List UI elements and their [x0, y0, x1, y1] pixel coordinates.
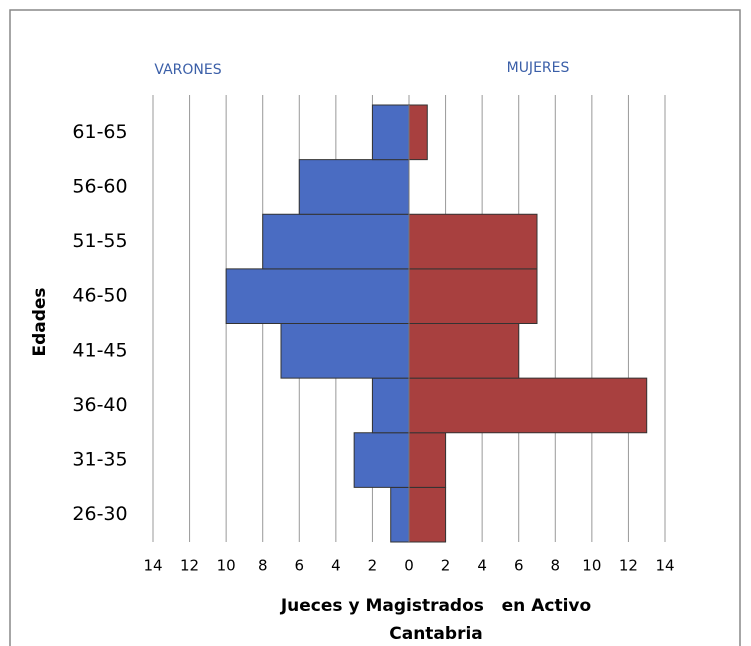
bar [371, 104, 410, 161]
y-axis-title: Edades [30, 287, 50, 356]
x-tick-label: 2 [368, 557, 378, 575]
x-tick-label: 8 [258, 557, 268, 575]
bar [280, 323, 410, 379]
x-tick-label: 4 [331, 557, 341, 575]
y-tick-label: 56-60 [72, 175, 127, 197]
x-tick-label: 6 [295, 557, 305, 575]
bar [408, 432, 447, 488]
x-tick-label: 12 [619, 557, 638, 575]
x-tick-label: 0 [404, 557, 414, 575]
bar [298, 159, 410, 215]
bar [408, 486, 447, 543]
x-tick-label: 10 [582, 557, 601, 575]
x-tick-label: 6 [514, 557, 524, 575]
bar [408, 104, 428, 161]
series-label: MUJERES [507, 60, 570, 76]
x-tick-label: 14 [655, 557, 674, 575]
bar [408, 323, 520, 379]
chart-border [9, 9, 741, 646]
y-tick-label: 46-50 [72, 285, 127, 307]
x-tick-label: 12 [180, 557, 199, 575]
y-tick-label: 31-35 [72, 449, 127, 471]
y-tick-label: 26-30 [72, 503, 127, 525]
series-label: VARONES [154, 62, 221, 78]
bar [390, 486, 410, 543]
x-tick-label: 10 [217, 557, 236, 575]
y-tick-label: 51-55 [72, 230, 127, 252]
y-tick-label: 36-40 [72, 394, 127, 416]
bar [353, 432, 410, 488]
bar [371, 377, 410, 434]
x-tick-label: 14 [143, 557, 162, 575]
y-tick-label: 41-45 [72, 339, 127, 361]
bar [262, 213, 410, 270]
bar [408, 213, 538, 270]
x-axis-title: Cantabria [389, 624, 483, 644]
x-tick-label: 4 [477, 557, 487, 575]
bar [408, 268, 538, 324]
x-axis-title: Jueces y Magistrados en Activo [280, 596, 591, 616]
bar [408, 377, 648, 434]
bar [225, 268, 410, 324]
y-tick-label: 61-65 [72, 121, 127, 143]
x-tick-label: 2 [441, 557, 451, 575]
x-tick-label: 8 [551, 557, 561, 575]
